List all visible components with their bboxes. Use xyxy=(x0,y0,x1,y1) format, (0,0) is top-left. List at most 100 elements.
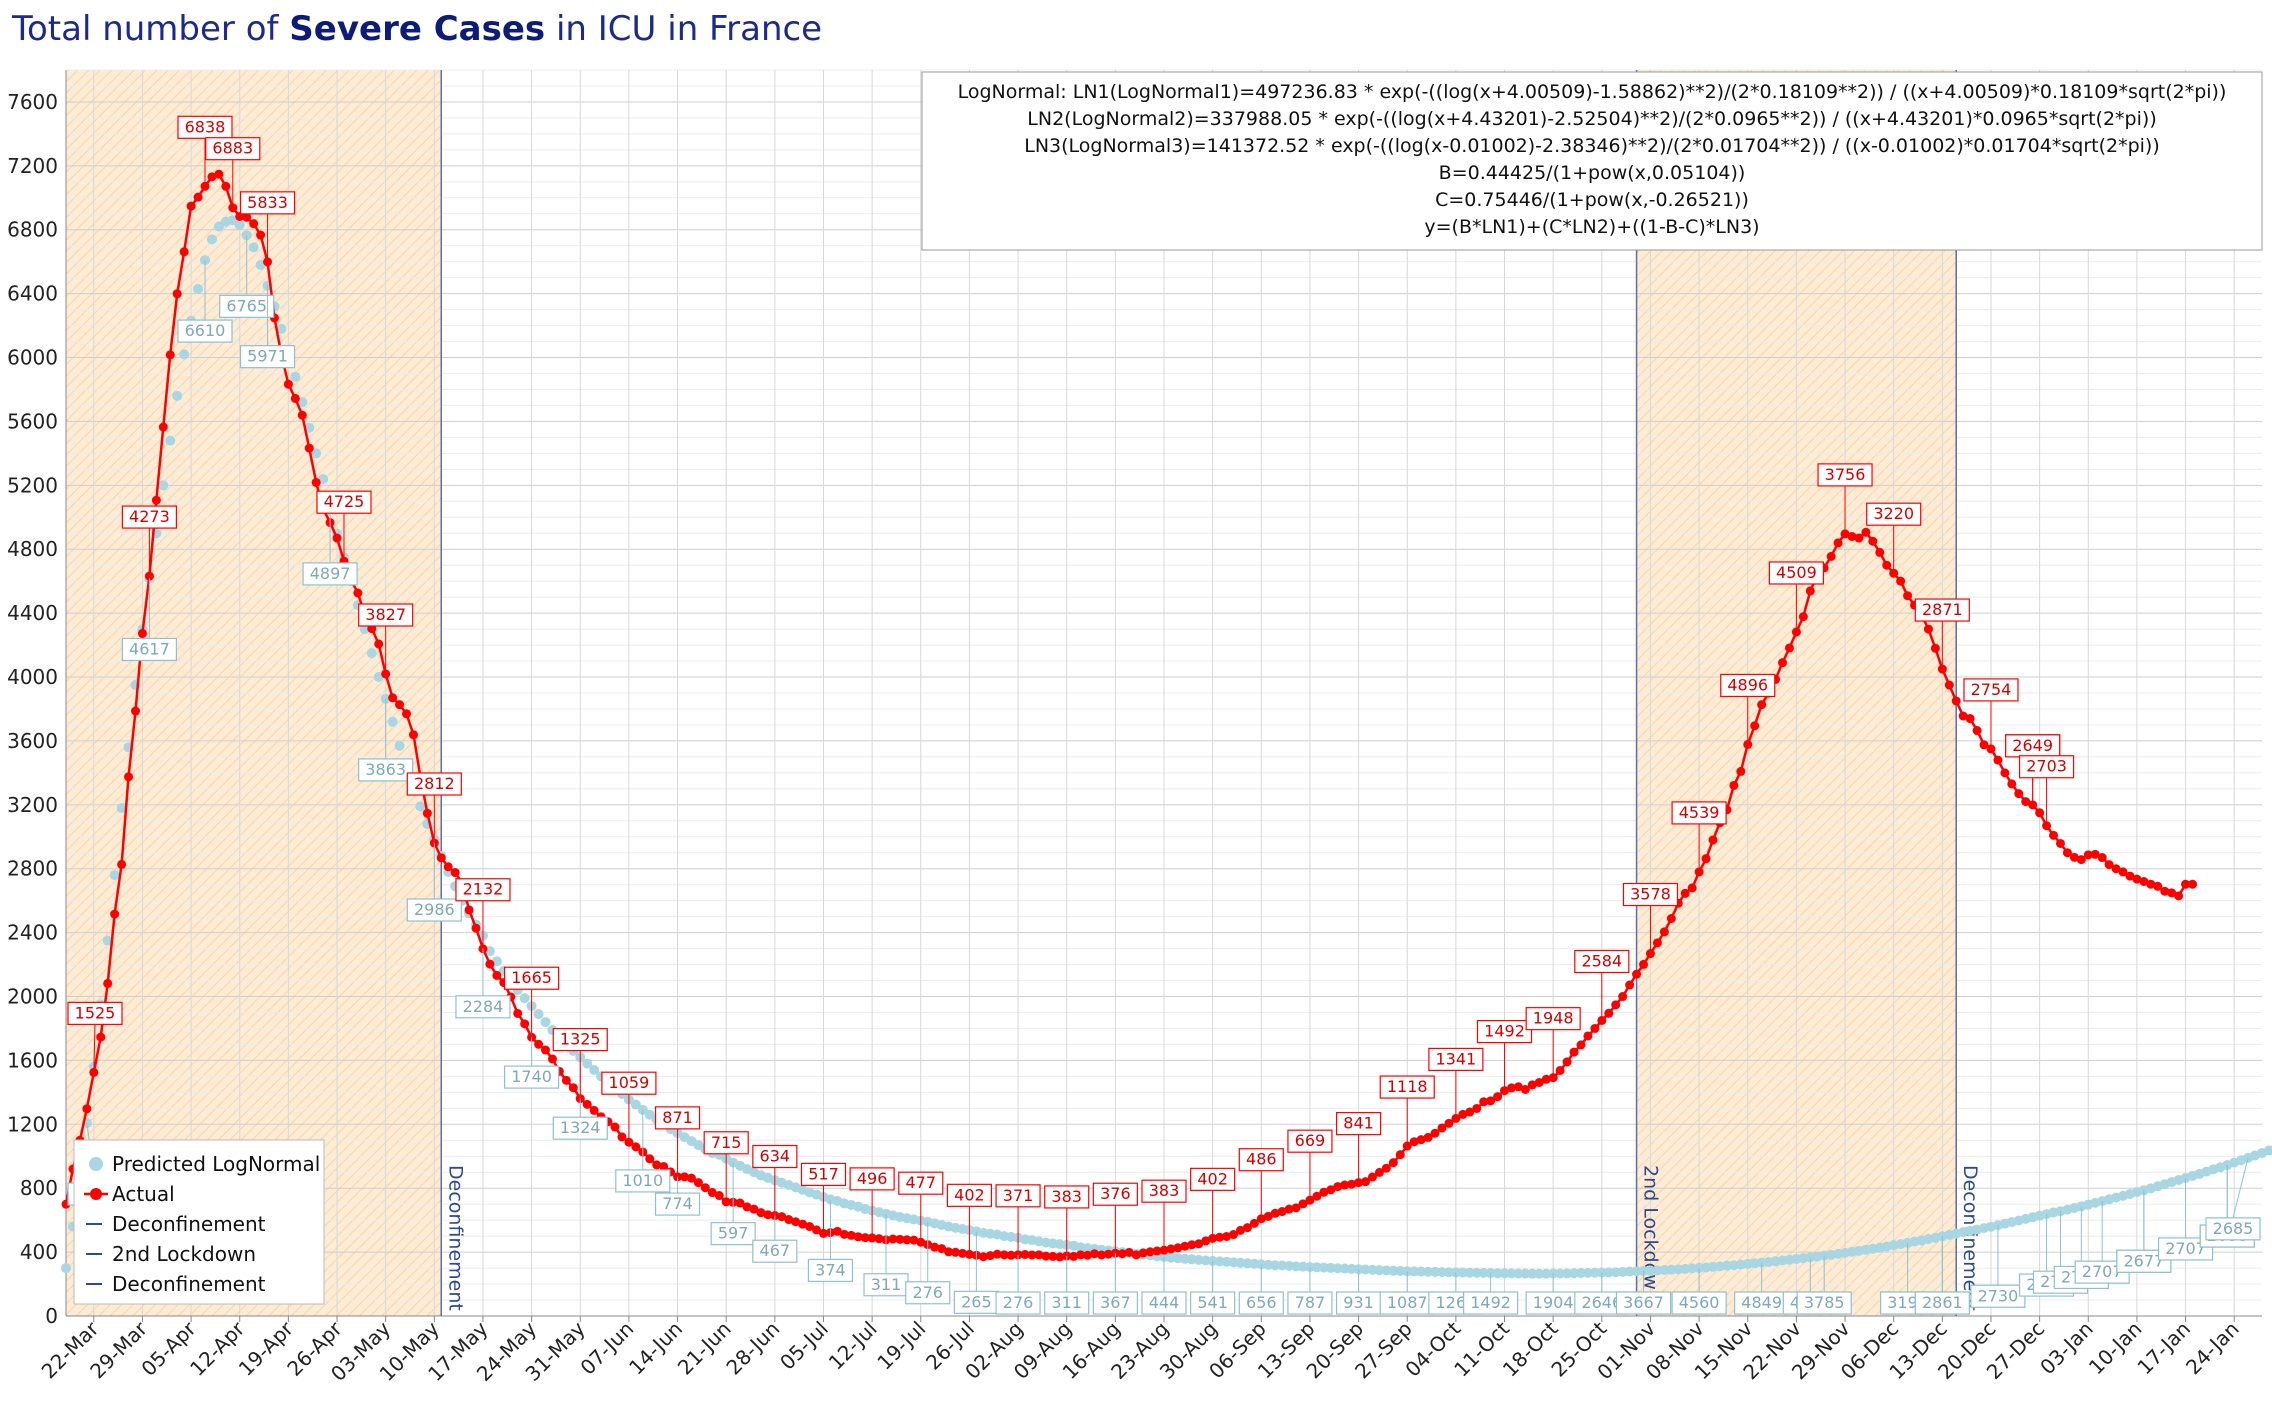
actual-point xyxy=(311,477,321,487)
actual-point xyxy=(388,693,398,703)
actual-point xyxy=(902,1235,912,1245)
predicted-point xyxy=(227,215,238,226)
actual-point xyxy=(1270,1208,1280,1218)
actual-point xyxy=(617,1132,627,1142)
predicted-label: 276 xyxy=(912,1283,943,1302)
actual-label: 2871 xyxy=(1922,600,1963,619)
formula-line: LN3(LogNormal3)=141372.52 * exp(-((log(x… xyxy=(1024,135,2160,157)
predicted-label-box xyxy=(654,1192,701,1216)
actual-point xyxy=(464,905,474,915)
predicted-label-box xyxy=(1463,1291,1519,1315)
actual-label: 371 xyxy=(1003,1186,1034,1205)
actual-point xyxy=(874,1234,884,1244)
title-suffix: in ICU in France xyxy=(545,9,822,49)
predicted-point xyxy=(297,397,308,408)
actual-label: 715 xyxy=(711,1133,742,1152)
event-line-label-0: Deconfinement xyxy=(444,1165,466,1311)
actual-label-box xyxy=(406,772,462,796)
actual-label-box xyxy=(800,1162,847,1187)
predicted-point xyxy=(519,993,530,1004)
actual-point xyxy=(1826,551,1836,561)
actual-point xyxy=(2132,874,2142,884)
predicted-label-box xyxy=(2205,1217,2261,1241)
predicted-label: 276 xyxy=(1003,1293,1034,1312)
actual-point xyxy=(1541,1074,1551,1084)
actual-label-box xyxy=(1335,1112,1382,1136)
predicted-label: 2861 xyxy=(1922,1293,1963,1312)
actual-point xyxy=(422,808,432,818)
predicted-label-box xyxy=(302,562,358,586)
actual-label-box xyxy=(946,1183,993,1207)
y-tick-label: 400 xyxy=(20,1240,58,1264)
actual-point xyxy=(2000,768,2010,778)
predicted-label-box xyxy=(2116,1249,2172,1273)
actual-point xyxy=(1875,547,1885,557)
actual-point xyxy=(2167,888,2177,898)
actual-point xyxy=(2153,881,2163,891)
actual-point xyxy=(304,443,314,453)
actual-point xyxy=(1465,1107,1475,1117)
actual-point xyxy=(1291,1203,1301,1213)
predicted-label-box xyxy=(239,345,296,369)
formula-line: C=0.75446/(1+pow(x,-0.26521)) xyxy=(1435,189,1749,211)
actual-point xyxy=(1527,1080,1537,1090)
actual-point xyxy=(2146,879,2156,889)
predicted-point xyxy=(533,1009,544,1020)
actual-point xyxy=(1625,980,1635,990)
actual-point xyxy=(2160,886,2170,896)
predicted-label: 444 xyxy=(1149,1293,1180,1312)
predicted-label: 597 xyxy=(718,1224,749,1243)
actual-point xyxy=(2021,797,2031,807)
actual-point xyxy=(1965,714,1975,724)
actual-point xyxy=(395,700,405,710)
actual-point xyxy=(610,1122,620,1132)
actual-label-box xyxy=(552,1027,608,1052)
predicted-point xyxy=(290,371,301,382)
formula-line: y=(B*LN1)+(C*LN2)+((1-B-C)*LN3) xyxy=(1424,216,1759,238)
actual-point xyxy=(1784,643,1794,653)
actual-point xyxy=(1284,1204,1294,1214)
actual-point xyxy=(1069,1251,1079,1261)
actual-point xyxy=(1083,1250,1093,1260)
actual-label-box xyxy=(1720,673,1776,698)
actual-label-box xyxy=(1092,1182,1138,1206)
predicted-point xyxy=(172,390,183,401)
predicted-point xyxy=(206,234,217,245)
actual-point xyxy=(1736,766,1746,776)
actual-point xyxy=(895,1234,905,1244)
predicted-label-box xyxy=(752,1239,798,1263)
actual-point xyxy=(513,1008,523,1018)
actual-point xyxy=(1215,1232,1225,1242)
actual-point xyxy=(1861,527,1871,537)
actual-point xyxy=(1680,888,1690,898)
actual-point xyxy=(2007,779,2017,789)
actual-point xyxy=(1486,1096,1496,1106)
predicted-point xyxy=(276,323,287,334)
actual-label-box xyxy=(849,1167,895,1191)
predicted-point xyxy=(1555,1268,1566,1279)
actual-point xyxy=(1896,576,1906,586)
actual-label-box xyxy=(995,1184,1041,1208)
actual-point xyxy=(1367,1172,1377,1182)
x-tick-label: 10-Jan xyxy=(2084,1317,2147,1380)
actual-point xyxy=(1242,1223,1252,1233)
actual-label-box xyxy=(1190,1167,1236,1191)
predicted-point xyxy=(1492,1268,1503,1279)
predicted-label: 2284 xyxy=(463,997,504,1016)
actual-point xyxy=(978,1252,988,1262)
y-tick-label: 5200 xyxy=(7,473,58,497)
actual-point xyxy=(1458,1109,1468,1119)
actual-point xyxy=(1708,835,1718,845)
actual-point xyxy=(2069,852,2079,862)
predicted-point xyxy=(234,219,245,230)
actual-point xyxy=(1173,1243,1183,1253)
actual-point xyxy=(249,219,259,229)
predicted-label-box xyxy=(2157,1237,2214,1261)
predicted-point xyxy=(318,473,329,484)
actual-point xyxy=(1854,533,1864,543)
x-tick-label: 05-Jul xyxy=(775,1317,833,1375)
actual-point xyxy=(1027,1250,1037,1260)
actual-point xyxy=(283,379,293,389)
legend-frame xyxy=(73,1139,325,1305)
actual-point xyxy=(659,1161,669,1171)
